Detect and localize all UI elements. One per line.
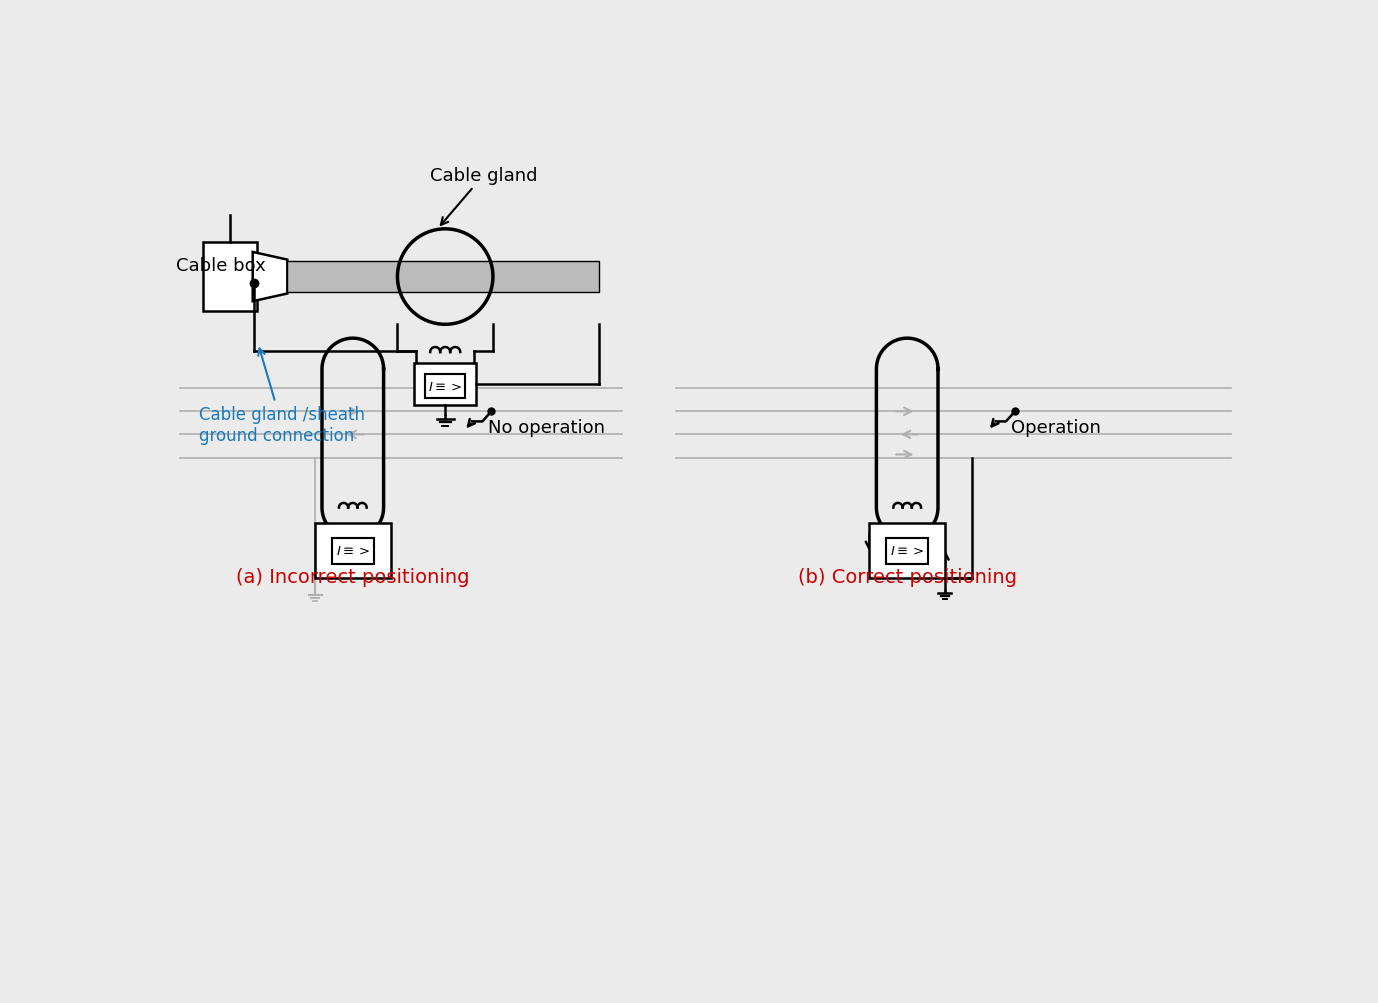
Bar	[288, 262, 599, 293]
Text: Operation: Operation	[1011, 418, 1101, 436]
Text: Cable gland: Cable gland	[430, 166, 537, 226]
Bar	[886, 538, 929, 565]
Polygon shape	[252, 253, 288, 302]
Text: $I{\equiv}{>}$: $I{\equiv}{>}$	[429, 380, 463, 393]
Text: Cable box: Cable box	[176, 257, 266, 275]
Text: $I{\equiv}{>}$: $I{\equiv}{>}$	[336, 545, 371, 558]
Text: No operation: No operation	[488, 418, 605, 436]
Bar	[316, 524, 390, 579]
Text: (a) Incorrect positioning: (a) Incorrect positioning	[236, 568, 470, 587]
Bar	[870, 524, 945, 579]
Bar	[332, 538, 373, 565]
Text: $I{\equiv}{>}$: $I{\equiv}{>}$	[890, 545, 925, 558]
Text: Cable gland /sheath
ground connection: Cable gland /sheath ground connection	[198, 349, 365, 444]
Text: (b) Correct positioning: (b) Correct positioning	[798, 568, 1017, 587]
Bar	[415, 363, 475, 406]
Bar	[203, 243, 256, 312]
Bar	[426, 374, 466, 399]
